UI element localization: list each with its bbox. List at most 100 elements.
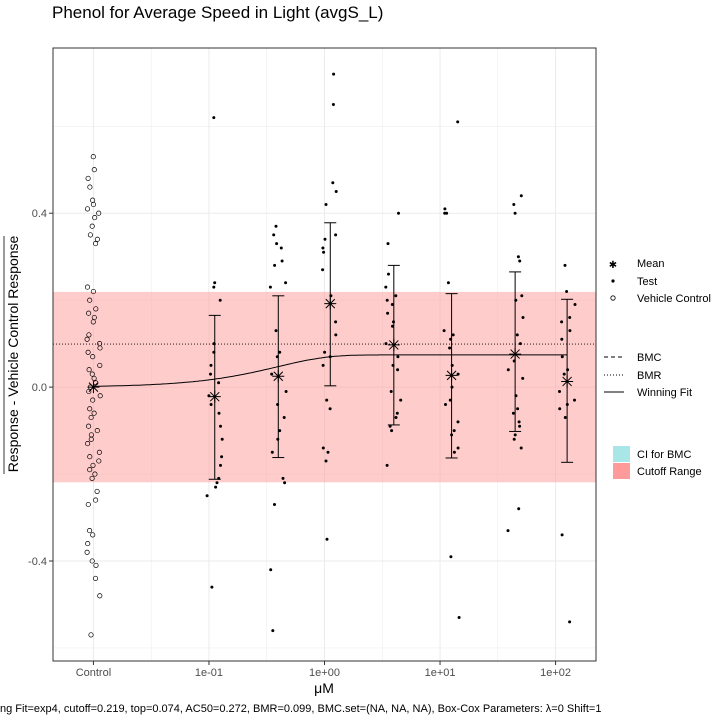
legend-bmr-label: BMR [637,370,662,382]
vehicle-control-point [90,154,96,160]
vehicle-control-point [91,410,97,416]
vehicle-control-point [87,454,93,460]
test-point [396,368,400,372]
mean-markers [87,297,574,403]
vehicle-control-point [90,319,96,325]
test-point [562,372,566,376]
mean-marker [272,370,285,383]
test-point [511,411,515,415]
vehicle-control-point [89,371,95,377]
test-point [516,407,520,411]
test-point [280,259,284,263]
vehicle-control-point [86,310,92,316]
test-point [512,203,516,206]
test-point [324,459,328,463]
test-point [281,476,285,480]
legend-vehicle-label: Vehicle Control [637,293,711,305]
test-point [323,237,327,241]
vehicle-control-point [85,541,91,547]
vehicle-control-point [84,549,90,555]
vehicle-control-point [84,206,91,212]
test-point [328,407,332,411]
test-point [397,211,400,215]
chart-caption: ng Fit=exp4, cutoff=0.219, top=0.074, AC… [0,703,601,715]
test-point [519,194,523,198]
x-axis-ticks: Control 1e-01 1e+00 1e+01 1e+02 [76,661,571,679]
vehicle-control-point [88,436,94,442]
test-point [449,555,453,559]
test-point [452,429,456,433]
test-point [390,303,394,306]
vehicle-control-point [88,414,94,421]
test-point [334,233,338,237]
vehicle-control-point [90,462,96,468]
test-point [384,285,388,289]
test-point [558,407,562,411]
vehicle-control-point [90,532,96,538]
vehicle-control-point [92,575,99,581]
test-point [213,281,217,285]
test-point [212,116,216,120]
test-point [269,568,273,572]
test-point [390,429,394,433]
mean-marker [445,369,458,382]
control-mean-marker [87,381,100,394]
y-tick-label: 0.4 [32,208,47,220]
test-point [274,329,278,333]
x-tick-label: 1e+01 [425,667,456,679]
test-point [563,263,567,267]
test-point [272,233,276,237]
test-point [560,355,564,359]
vehicle-control-points [84,154,103,638]
test-point [386,242,390,246]
test-point [284,390,288,393]
test-point [279,246,283,250]
vehicle-control-point [94,488,100,494]
test-point [516,255,520,259]
test-point [331,103,335,106]
vehicle-control-point [91,375,97,381]
test-point [573,303,577,306]
test-point [274,224,278,228]
test-points [205,72,577,633]
test-point [456,120,460,124]
test-point [399,398,403,402]
test-point [275,242,279,246]
vehicle-control-point [97,593,103,599]
test-point [332,72,336,76]
test-point [568,620,572,624]
vehicle-control-point [88,632,94,638]
cutoff-range-band [53,291,596,483]
test-point [568,329,572,333]
test-point [326,450,330,454]
test-point [386,311,390,315]
test-point [270,450,274,454]
test-point [212,285,216,289]
test-point [384,342,388,346]
vehicle-control-point [85,175,91,181]
y-tick-label: -0.4 [28,556,47,568]
vehicle-control-point [87,232,93,238]
test-point [506,368,510,372]
vehicle-control-point [85,349,91,355]
test-point [271,629,275,633]
vehicle-control-point [86,332,92,338]
test-point [456,420,460,424]
test-point [334,333,338,337]
test-point [283,481,287,485]
vehicle-control-point [92,215,98,221]
mean-marker [561,375,574,388]
vehicle-control-point [94,428,100,434]
vehicle-control-point [96,210,102,216]
test-point [448,398,452,402]
legend-cutoff-label: Cutoff Range [637,466,702,478]
test-point [209,372,212,376]
vehicle-control-point [87,467,93,473]
test-point [217,411,221,415]
y-axis-title: Response - Vehicle Control Response [5,235,21,472]
test-point [385,463,389,467]
test-point [209,403,213,406]
test-point [563,416,567,419]
test-point [220,455,224,459]
